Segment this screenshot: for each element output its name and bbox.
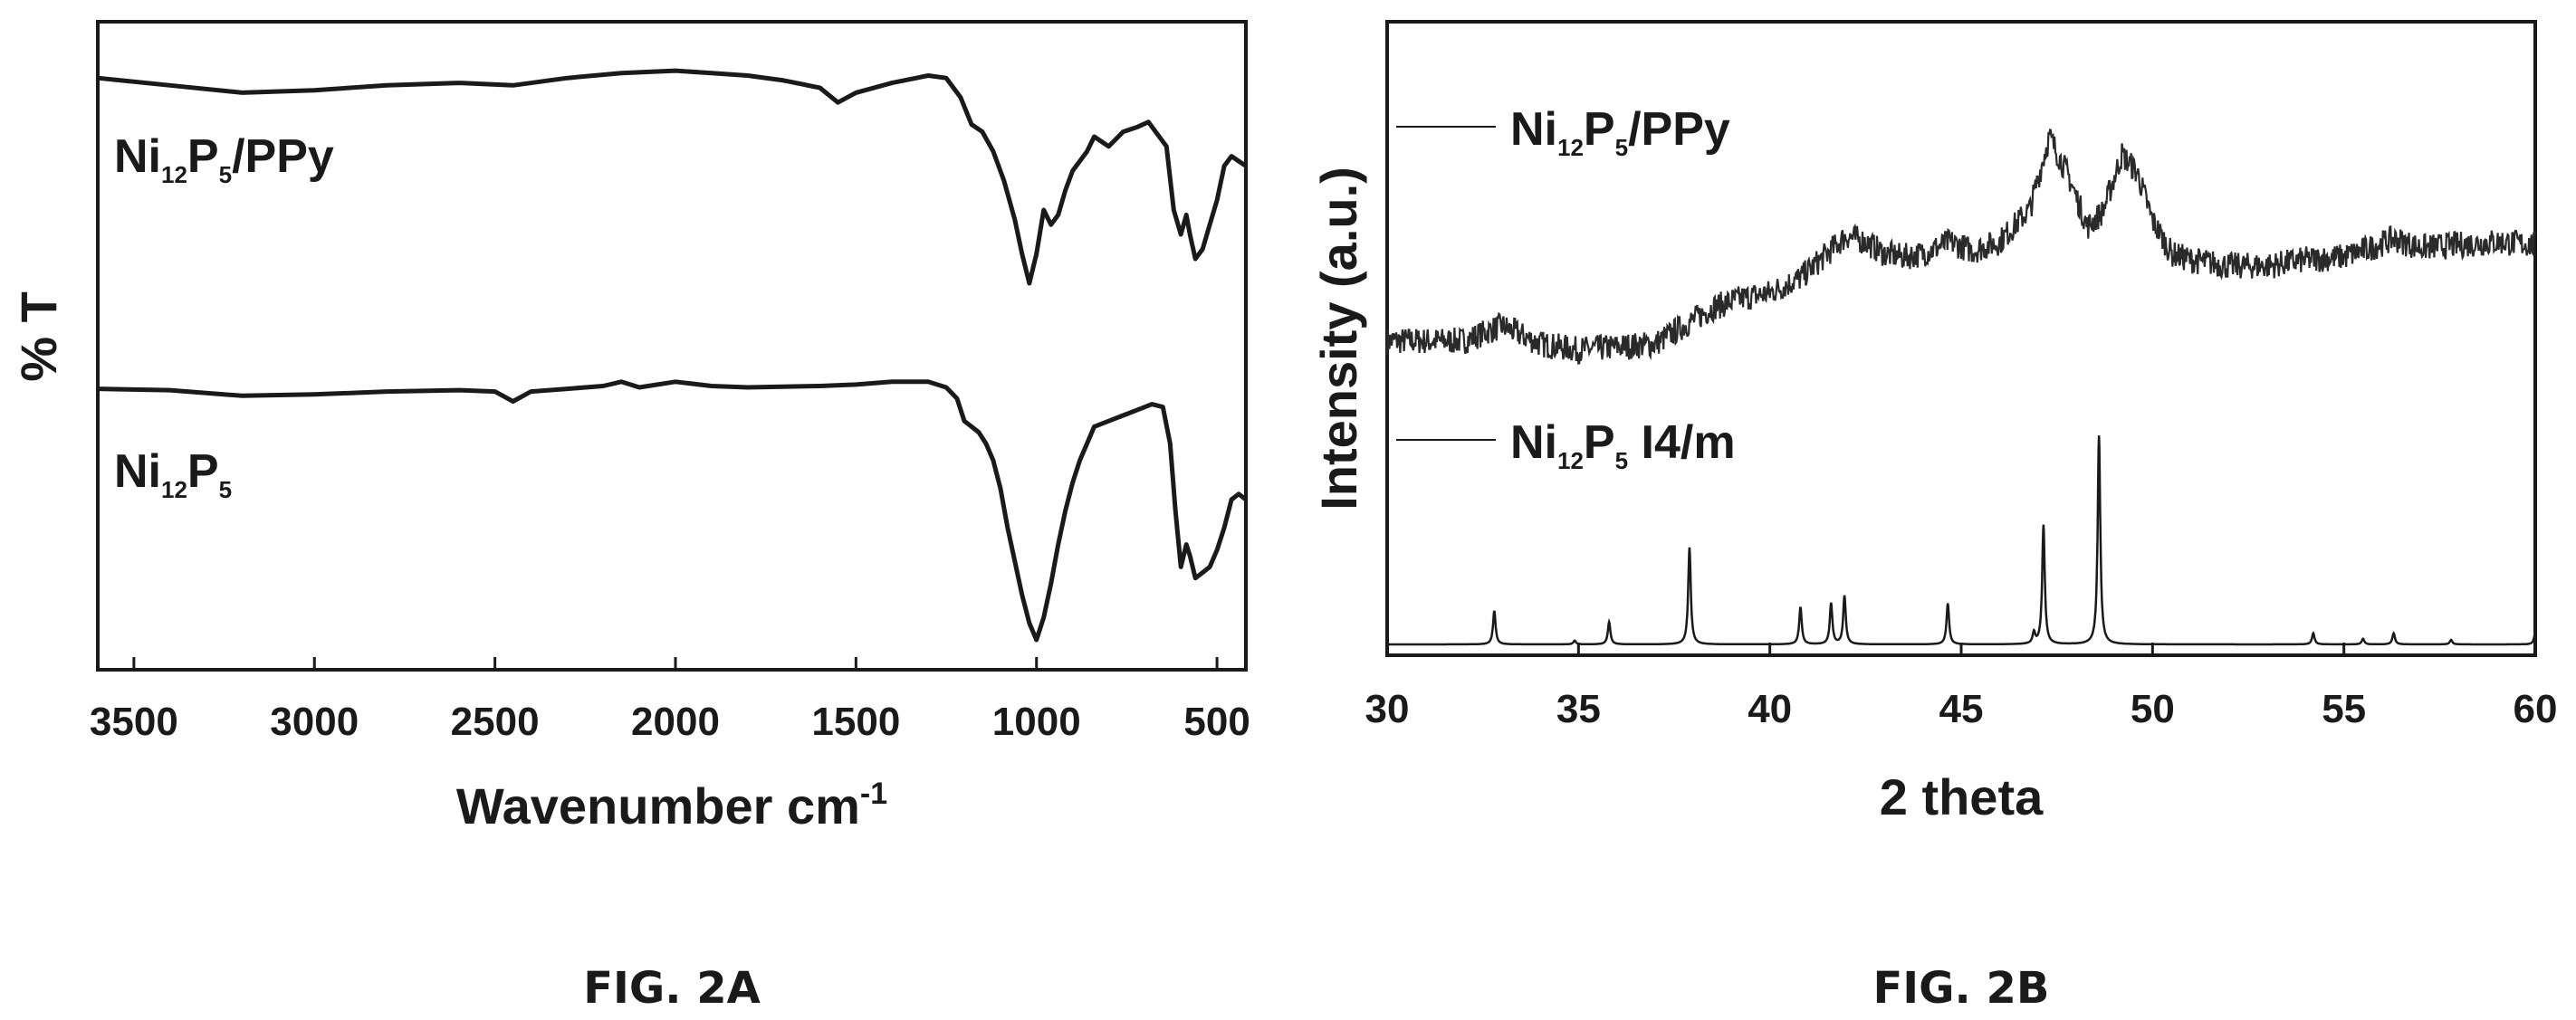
panel-xrd: 30 35 40 45 50 55 60 Intensity (a.u.) 2 theta … bbox=[1310, 20, 2558, 1014]
xrd-tick-label-60: 60 bbox=[2514, 687, 2558, 731]
xrd-series-label-composite: Ni12P5/PPy bbox=[1510, 103, 1730, 161]
ftir-series-label-pure: Ni12P5 bbox=[114, 445, 232, 503]
ftir-tick-label-3000: 3000 bbox=[270, 700, 359, 744]
ftir-plot-frame bbox=[96, 20, 1248, 672]
ftir-x-ticks: 3500 3000 2500 2000 1500 1000 500 bbox=[90, 657, 1250, 744]
xrd-tick-label-40: 40 bbox=[1748, 687, 1792, 731]
ftir-x-axis-title: Wavenumber cm-1 bbox=[456, 777, 887, 834]
ftir-curves bbox=[97, 68, 1248, 643]
xrd-caption: FIG. 2B bbox=[1873, 963, 2050, 1014]
xrd-y-axis-title: Intensity (a.u.) bbox=[1310, 167, 1367, 510]
xrd-x-ticks: 30 35 40 45 50 55 60 bbox=[1365, 643, 2558, 731]
ftir-tick-label-500: 500 bbox=[1183, 700, 1250, 744]
ftir-tick-label-2500: 2500 bbox=[451, 700, 540, 744]
ftir-tick-label-1000: 1000 bbox=[992, 700, 1081, 744]
ftir-tick-label-3500: 3500 bbox=[90, 700, 178, 744]
panel-ftir: 3500 3000 2500 2000 1500 1000 500 % T Wavenumb… bbox=[10, 20, 1250, 1014]
xrd-tick-label-55: 55 bbox=[2322, 687, 2366, 731]
ftir-tick-label-1500: 1500 bbox=[811, 700, 900, 744]
ftir-series-label-composite: Ni12P5/PPy bbox=[114, 130, 334, 188]
ftir-curve-composite bbox=[97, 68, 1248, 286]
xrd-x-axis-title: 2 theta bbox=[1880, 768, 2044, 825]
ftir-curve-pure bbox=[97, 379, 1248, 643]
xrd-tick-label-50: 50 bbox=[2131, 687, 2175, 731]
xrd-curve-reference bbox=[1387, 435, 2537, 646]
xrd-tick-label-30: 30 bbox=[1365, 687, 1410, 731]
ftir-tick-label-2000: 2000 bbox=[631, 700, 720, 744]
ftir-y-axis-title: % T bbox=[10, 291, 67, 382]
ftir-caption: FIG. 2A bbox=[583, 963, 761, 1014]
xrd-series-label-reference: Ni12P5 I4/m bbox=[1510, 416, 1736, 474]
xrd-curves bbox=[1385, 129, 2537, 646]
xrd-tick-label-45: 45 bbox=[1939, 687, 1984, 731]
xrd-curve-composite bbox=[1385, 129, 2537, 365]
xrd-tick-label-35: 35 bbox=[1556, 687, 1601, 731]
